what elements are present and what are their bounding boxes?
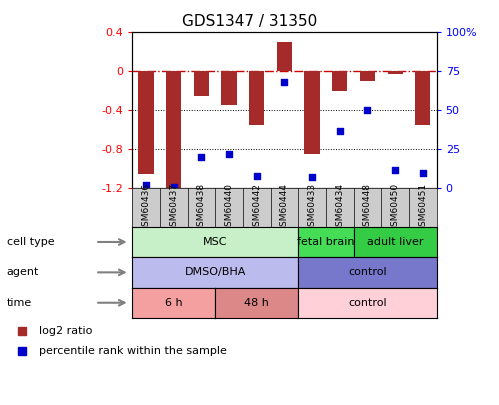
Text: fetal brain: fetal brain	[297, 237, 355, 247]
Text: GSM60448: GSM60448	[363, 183, 372, 232]
Text: time: time	[6, 298, 32, 308]
Point	[308, 174, 316, 181]
Text: GSM60440: GSM60440	[225, 183, 234, 232]
Bar	[332, 71, 347, 91]
Text: adult liver: adult liver	[367, 237, 423, 247]
Text: control: control	[348, 298, 387, 308]
Point	[336, 128, 344, 134]
Text: GSM60451: GSM60451	[418, 183, 427, 232]
Text: 6 h: 6 h	[165, 298, 183, 308]
Text: control: control	[348, 267, 387, 277]
Bar	[304, 71, 320, 154]
Text: GSM60442: GSM60442	[252, 183, 261, 232]
Text: GDS1347 / 31350: GDS1347 / 31350	[182, 14, 317, 29]
Text: MSC: MSC	[203, 237, 228, 247]
Point	[391, 166, 399, 173]
Point	[170, 183, 178, 190]
Text: 48 h: 48 h	[245, 298, 269, 308]
Bar	[222, 71, 237, 105]
Point	[419, 169, 427, 176]
Text: percentile rank within the sample: percentile rank within the sample	[39, 346, 228, 356]
Text: GSM60444: GSM60444	[280, 183, 289, 232]
Point	[198, 154, 206, 160]
Text: cell type: cell type	[6, 237, 54, 247]
Text: GSM60433: GSM60433	[307, 183, 316, 232]
Bar	[415, 71, 431, 125]
Point	[225, 151, 233, 157]
Text: GSM60450: GSM60450	[391, 183, 400, 232]
Bar	[360, 71, 375, 81]
Text: agent: agent	[6, 267, 39, 277]
Text: DMSO/BHA: DMSO/BHA	[185, 267, 246, 277]
Text: log2 ratio: log2 ratio	[39, 326, 93, 336]
Bar	[277, 42, 292, 71]
Bar	[138, 71, 154, 174]
Bar	[388, 71, 403, 74]
Text: GSM60434: GSM60434	[335, 183, 344, 232]
Bar	[166, 71, 181, 188]
Point	[280, 79, 288, 85]
Point	[363, 107, 371, 113]
Text: GSM60436: GSM60436	[142, 183, 151, 232]
Point	[142, 182, 150, 188]
Bar	[249, 71, 264, 125]
Bar	[194, 71, 209, 96]
Point	[253, 173, 261, 179]
Text: GSM60438: GSM60438	[197, 183, 206, 232]
Text: GSM60437: GSM60437	[169, 183, 178, 232]
